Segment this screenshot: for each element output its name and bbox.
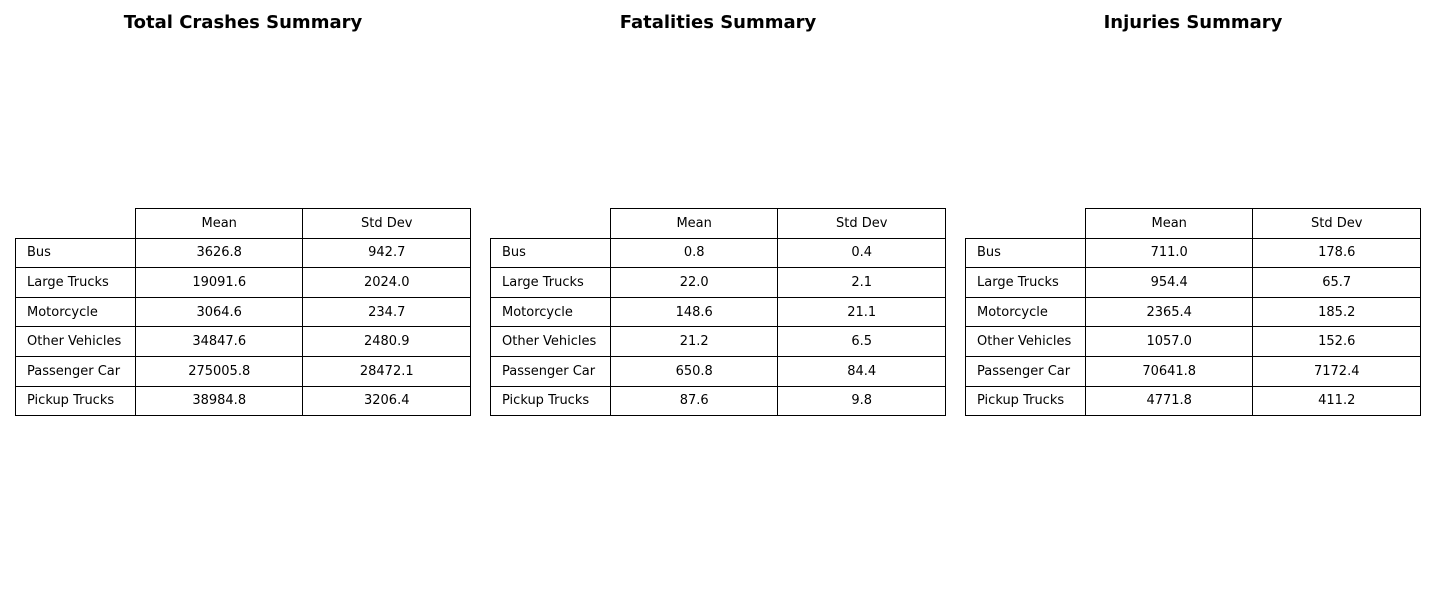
table-row: Large Trucks 22.0 2.1 [490,267,946,298]
row-label: Motorcycle [965,296,1086,328]
table-row: Bus 3626.8 942.7 [15,237,471,269]
column-header: Mean [134,208,304,239]
corner-cell [491,209,611,239]
std-dev-cell: 9.8 [777,385,946,417]
mean-cell: 954.4 [1084,267,1254,298]
std-dev-cell: 185.2 [1252,296,1421,328]
table-row: Large Trucks 954.4 65.7 [965,267,1421,298]
column-header: Mean [1084,208,1254,239]
std-dev-cell: 942.7 [302,237,471,269]
row-label: Large Trucks [965,267,1086,298]
std-dev-cell: 2.1 [777,267,946,298]
summary-table: Mean Std Dev Bus 3626.8 942.7 Large Trucks 190… [15,208,471,417]
row-label: Motorcycle [490,296,611,328]
table-row: Pickup Trucks 87.6 9.8 [490,385,946,417]
row-label: Other Vehicles [965,326,1086,357]
mean-cell: 22.0 [609,267,779,298]
mean-cell: 4771.8 [1084,385,1254,417]
panel-title: Injuries Summary [1103,12,1283,33]
std-dev-cell: 3206.4 [302,385,471,417]
summary-table: Mean Std Dev Bus 711.0 178.6 Large Trucks 954.… [965,208,1421,417]
summary-table: Mean Std Dev Bus 0.8 0.4 Large Trucks 22.0 2.1 M… [490,208,946,417]
row-label: Bus [490,237,611,269]
table-row: Motorcycle 3064.6 234.7 [15,296,471,328]
mean-cell: 87.6 [609,385,779,417]
row-label: Passenger Car [490,355,611,387]
mean-cell: 21.2 [609,326,779,357]
column-header: Std Dev [302,208,471,239]
column-header: Std Dev [777,208,946,239]
row-label: Passenger Car [15,355,136,387]
mean-cell: 70641.8 [1084,355,1254,387]
row-label: Other Vehicles [15,326,136,357]
std-dev-cell: 152.6 [1252,326,1421,357]
mean-cell: 1057.0 [1084,326,1254,357]
std-dev-cell: 28472.1 [302,355,471,387]
row-label: Passenger Car [965,355,1086,387]
row-label: Bus [965,237,1086,269]
mean-cell: 3626.8 [134,237,304,269]
table-row: Other Vehicles 1057.0 152.6 [965,326,1421,357]
mean-cell: 0.8 [609,237,779,269]
std-dev-cell: 2024.0 [302,267,471,298]
std-dev-cell: 2480.9 [302,326,471,357]
table-row: Other Vehicles 34847.6 2480.9 [15,326,471,357]
mean-cell: 711.0 [1084,237,1254,269]
std-dev-cell: 21.1 [777,296,946,328]
summary-panel-fatalities: Fatalities Summary Mean Std Dev Bus 0.8 0.4 L… [490,0,946,600]
std-dev-cell: 6.5 [777,326,946,357]
table-row: Motorcycle 2365.4 185.2 [965,296,1421,328]
summary-panel-total-crashes: Total Crashes Summary Mean Std Dev Bus 3626… [15,0,471,600]
std-dev-cell: 84.4 [777,355,946,387]
mean-cell: 148.6 [609,296,779,328]
header-row: Mean Std Dev [16,208,471,239]
corner-cell [16,209,136,239]
summary-panel-injuries: Injuries Summary Mean Std Dev Bus 711.0 178.… [965,0,1421,600]
mean-cell: 38984.8 [134,385,304,417]
table-row: Other Vehicles 21.2 6.5 [490,326,946,357]
row-label: Large Trucks [490,267,611,298]
column-header: Std Dev [1252,208,1421,239]
header-row: Mean Std Dev [966,208,1421,239]
table-row: Motorcycle 148.6 21.1 [490,296,946,328]
panel-title: Fatalities Summary [619,12,817,33]
row-label: Other Vehicles [490,326,611,357]
table-row: Bus 0.8 0.4 [490,237,946,269]
row-label: Pickup Trucks [490,385,611,417]
std-dev-cell: 0.4 [777,237,946,269]
corner-cell [966,209,1086,239]
table-row: Passenger Car 650.8 84.4 [490,355,946,387]
mean-cell: 3064.6 [134,296,304,328]
row-label: Motorcycle [15,296,136,328]
row-label: Bus [15,237,136,269]
header-row: Mean Std Dev [491,208,946,239]
row-label: Pickup Trucks [965,385,1086,417]
mean-cell: 34847.6 [134,326,304,357]
table-row: Pickup Trucks 38984.8 3206.4 [15,385,471,417]
std-dev-cell: 234.7 [302,296,471,328]
mean-cell: 2365.4 [1084,296,1254,328]
row-label: Pickup Trucks [15,385,136,417]
table-row: Pickup Trucks 4771.8 411.2 [965,385,1421,417]
table-row: Passenger Car 70641.8 7172.4 [965,355,1421,387]
table-row: Large Trucks 19091.6 2024.0 [15,267,471,298]
row-label: Large Trucks [15,267,136,298]
table-row: Bus 711.0 178.6 [965,237,1421,269]
table-row: Passenger Car 275005.8 28472.1 [15,355,471,387]
column-header: Mean [609,208,779,239]
std-dev-cell: 178.6 [1252,237,1421,269]
std-dev-cell: 7172.4 [1252,355,1421,387]
panel-title: Total Crashes Summary [123,12,363,33]
mean-cell: 650.8 [609,355,779,387]
mean-cell: 275005.8 [134,355,304,387]
std-dev-cell: 411.2 [1252,385,1421,417]
std-dev-cell: 65.7 [1252,267,1421,298]
mean-cell: 19091.6 [134,267,304,298]
